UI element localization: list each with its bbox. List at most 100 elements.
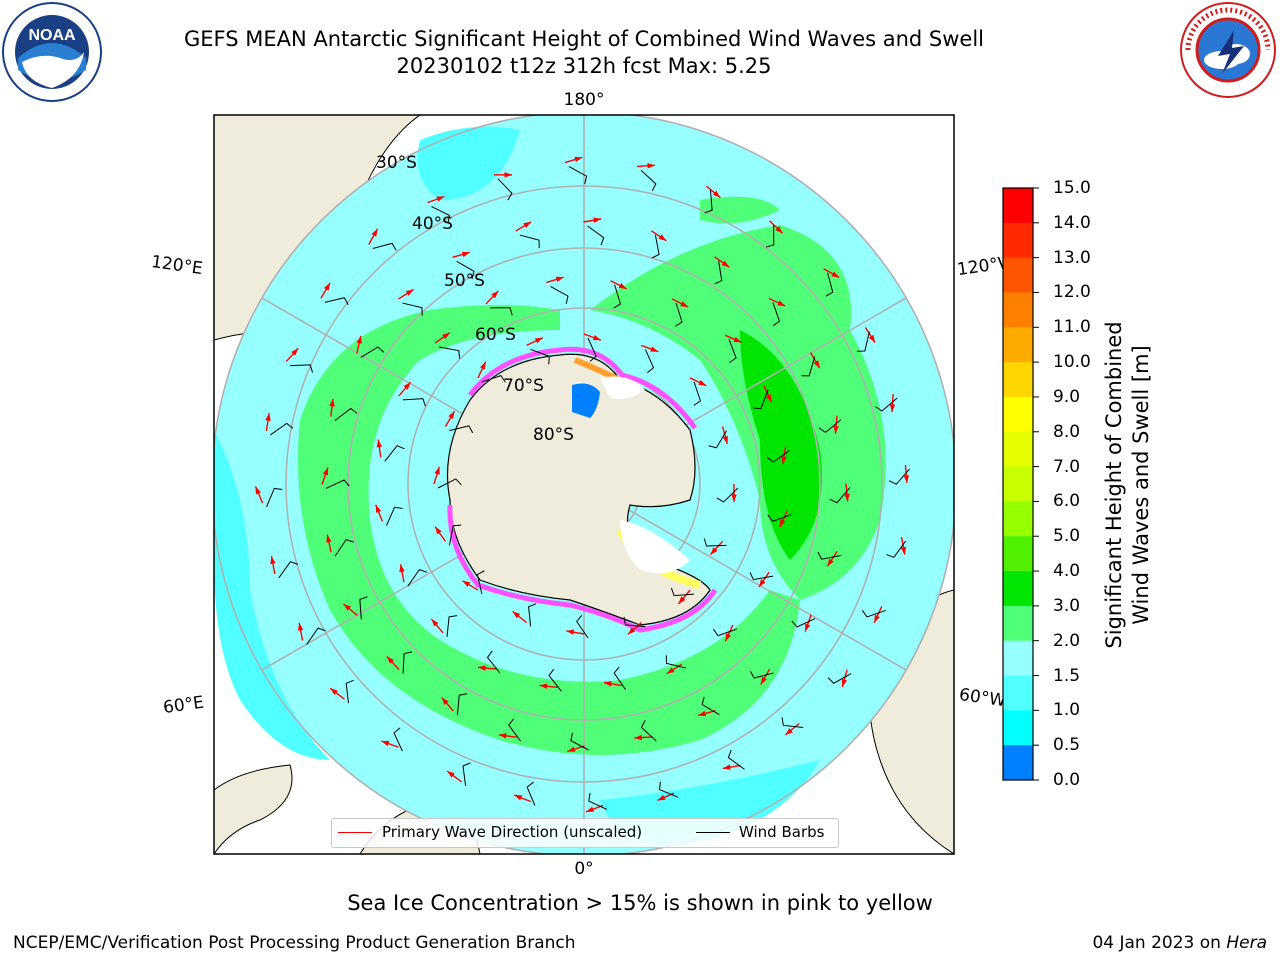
colorbar-tick-label: 14.0 [1053, 212, 1091, 233]
wave-arrow-head [844, 493, 850, 502]
wave-arrow-head [650, 346, 659, 352]
wave-arrow-head [841, 679, 848, 687]
colorbar-tick-label: 7.0 [1053, 456, 1081, 477]
colorbar-segment [1003, 327, 1033, 363]
wind-barb [651, 234, 660, 259]
wind-barb [827, 673, 852, 684]
wind-barb [704, 190, 713, 214]
wind-barb [456, 260, 475, 280]
wave-arrow-head [448, 411, 455, 419]
wave-arrow-head [760, 676, 767, 685]
wave-arrow-head [399, 564, 405, 573]
wind-barb [334, 539, 354, 557]
wind-barb [278, 561, 299, 579]
wave-arrow-head [831, 271, 840, 278]
wave-arrow-head [329, 398, 335, 407]
wind-barb [801, 356, 816, 377]
wave-arrow-head [265, 413, 271, 421]
wave-arrow-head [698, 379, 707, 386]
wind-barb [290, 364, 314, 373]
wave-arrow-head [678, 596, 686, 604]
wave-arrow-head [733, 336, 742, 343]
wind-barb [570, 732, 589, 751]
footer-date-text: 04 Jan 2023 on [1092, 933, 1227, 953]
colorbar-segment [1003, 431, 1033, 468]
colorbar-segment [1003, 188, 1033, 224]
wave-arrow-head [759, 579, 766, 588]
wave-arrow-head [712, 190, 721, 198]
colorbar-segment [1003, 222, 1033, 259]
colorbar-tick-label: 5.0 [1053, 526, 1081, 547]
wind-barb [530, 348, 550, 365]
wind-barb [716, 487, 739, 503]
wave-arrow-head [666, 667, 675, 674]
wave-arrow-head [567, 746, 576, 752]
colorbar-title: Significant Height of Combined Wind Wave… [1101, 321, 1155, 648]
wave-arrow-head [765, 394, 772, 403]
wave-arrow-head [435, 526, 442, 535]
wave-arrow-head [297, 622, 304, 631]
lat-label-70s: 70°S [503, 376, 544, 396]
wave-arrow-head [833, 425, 839, 434]
map-title: GEFS MEAN Antarctic Significant Height o… [183, 27, 985, 51]
wind-barb [497, 178, 513, 201]
wind-barb [462, 762, 471, 786]
lon-label-0: 0° [574, 859, 593, 879]
wind-barb [548, 668, 562, 692]
wave-arrow-head [781, 456, 787, 465]
legend-wave-direction: Primary Wave Direction (unscaled) [382, 823, 643, 841]
wind-barb [613, 666, 626, 690]
wind-barb [791, 618, 816, 628]
colorbar-tick-label: 1.0 [1053, 700, 1081, 721]
wind-barb [693, 381, 702, 406]
wind-barb [888, 468, 910, 485]
wind-barb [325, 479, 350, 489]
wind-barb [781, 717, 804, 729]
map-subtitle: 20230102 t12z 312h fcst Max: 5.25 [396, 54, 772, 78]
footer-machine: Hera [1226, 933, 1267, 953]
wind-barb [386, 506, 403, 526]
wave-arrow-head [731, 494, 737, 502]
wind-barb [519, 234, 540, 249]
wind-barb [613, 284, 622, 309]
wave-arrow-head [634, 734, 642, 741]
wind-barb [431, 206, 451, 224]
wave-arrow-head [431, 619, 439, 627]
wave-arrow-head [777, 300, 786, 307]
wave-arrow-head [827, 558, 834, 567]
wind-barb [640, 170, 657, 192]
wind-barb [703, 538, 727, 547]
wave-arrow-head [356, 335, 362, 344]
wind-barb [490, 307, 513, 316]
wind-barb [749, 670, 774, 679]
wind-barb [439, 346, 461, 359]
wave-arrow-head [698, 710, 707, 717]
colorbar-tick-label: 0.0 [1053, 770, 1081, 790]
wind-barb [486, 650, 501, 674]
wave-arrow-head [403, 382, 411, 390]
ross-ice-shelf [600, 376, 645, 399]
map-legend: Primary Wave Direction (unscaled) Wind B… [331, 818, 839, 848]
wind-barb [372, 242, 397, 251]
wave-arrow-head [874, 614, 880, 623]
wave-arrow-head [710, 547, 718, 555]
wave-arrow-head [722, 435, 728, 444]
wave-arrow-head [593, 217, 602, 223]
wave-arrow-head [680, 301, 689, 308]
wave-arrow-head [461, 251, 470, 258]
wind-barb [384, 445, 405, 462]
wind-barb [587, 225, 605, 246]
wind-barb [270, 422, 294, 436]
wind-barb [476, 570, 485, 595]
lat-label-80s: 80°S [533, 425, 574, 445]
colorbar-tick-label: 9.0 [1053, 386, 1081, 407]
wind-barb [752, 389, 769, 410]
wind-barb [675, 302, 683, 327]
wind-barb [708, 430, 728, 449]
wind-barb [306, 627, 326, 645]
wind-barb [727, 749, 745, 770]
wave-arrow-head [442, 332, 450, 340]
wave-arrow-head [618, 283, 627, 289]
wave-arrow-head [371, 228, 378, 237]
